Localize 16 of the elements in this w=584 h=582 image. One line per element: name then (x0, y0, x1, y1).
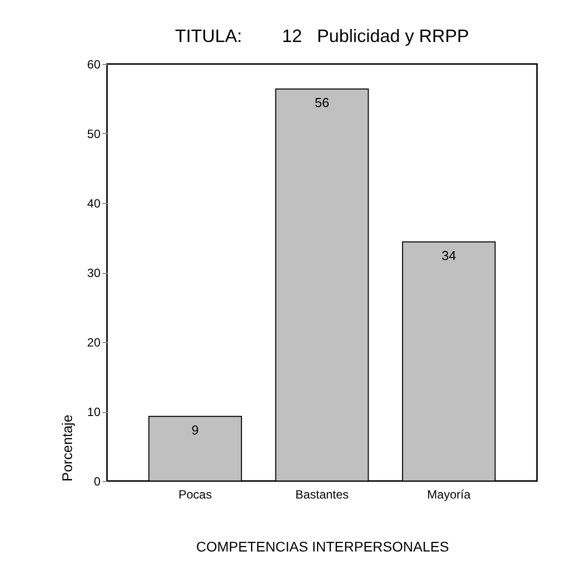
x-tick-label: Bastantes (295, 488, 349, 502)
chart-title: TITULA: 12 Publicidad y RRPP (174, 26, 470, 46)
data-label: 9 (192, 422, 199, 438)
y-tick-label: 50 (87, 127, 101, 141)
y-tick-label: 40 (87, 196, 101, 210)
x-tick-label: Pocas (178, 488, 212, 502)
y-tick-label: 30 (87, 266, 101, 280)
data-label: 34 (442, 248, 456, 263)
y-axis-title: Porcentaje (59, 414, 76, 482)
data-label: 56 (314, 95, 330, 110)
y-tick-label: 10 (87, 405, 101, 419)
y-tick-label: 20 (87, 336, 101, 350)
y-tick-label: 0 (94, 474, 101, 488)
y-tick-label: 60 (87, 58, 101, 72)
x-tick-label: Mayoría (427, 488, 471, 502)
x-axis-title: COMPETENCIAS INTERPERSONALES (196, 538, 449, 554)
